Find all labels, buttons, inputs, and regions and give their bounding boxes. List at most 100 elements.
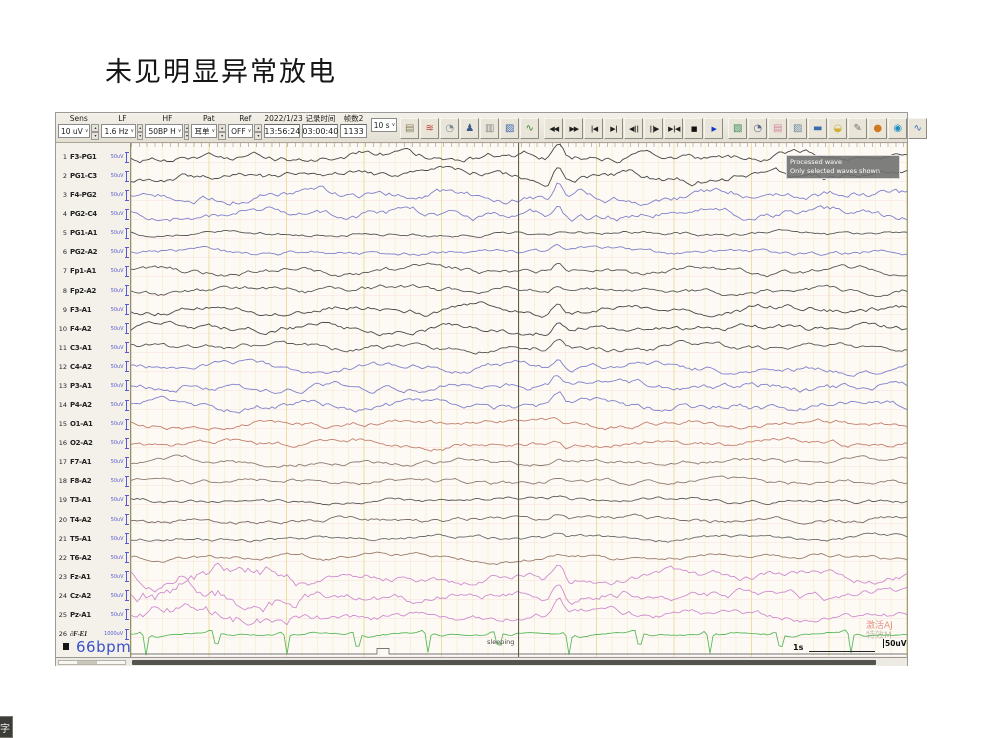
spinner-up-icon[interactable]: ▴ (184, 124, 190, 132)
brain-topo-icon[interactable]: ◉ (888, 118, 908, 139)
channel-row-T6-A2[interactable]: 22 T6-A2 50uV (56, 548, 131, 567)
signal-setup-icon[interactable]: ≋ (420, 118, 440, 139)
stop-button[interactable]: ■ (684, 118, 704, 139)
scrollbar-thumb[interactable] (132, 660, 876, 665)
patient-icon[interactable]: ♟ (460, 118, 480, 139)
channel-row-∂F-E1[interactable]: 26 ∂F-E1 1000uV (56, 625, 131, 644)
channel-row-O1-A1[interactable]: 15 O1-A1 50uV (56, 415, 131, 434)
snapshot-icon[interactable]: ▨ (500, 118, 520, 139)
ref-label: Ref (239, 114, 252, 123)
channel-row-Fz-A1[interactable]: 23 Fz-A1 50uV (56, 567, 131, 586)
trace-T6-A2 (131, 551, 907, 566)
pat-select[interactable]: 耳单 ∨ (191, 124, 218, 138)
sens-select[interactable]: 10 uV ∨ (58, 124, 91, 138)
channel-scale: 50uV (110, 249, 124, 256)
pat-stepper[interactable]: ▴ ▾ (218, 124, 227, 140)
wave-analysis-icon[interactable]: ∿ (908, 118, 928, 139)
sphere-map-icon[interactable]: ● (868, 118, 888, 139)
play-button[interactable]: ▶ (704, 118, 724, 139)
center-cursor-button[interactable]: ▶∣◀ (664, 118, 684, 139)
spinner-down-icon[interactable]: ▾ (184, 132, 190, 140)
channel-row-T4-A2[interactable]: 20 T4-A2 50uV (56, 510, 131, 529)
spinner-down-icon[interactable]: ▾ (254, 132, 263, 140)
channel-row-T3-A1[interactable]: 19 T3-A1 50uV (56, 491, 131, 510)
channel-row-F8-A2[interactable]: 18 F8-A2 50uV (56, 472, 131, 491)
channel-number: 8 (62, 286, 67, 295)
channel-row-C3-A1[interactable]: 11 C3-A1 50uV (56, 338, 131, 357)
frame-value: 1133 (340, 124, 367, 138)
spinner-up-icon[interactable]: ▴ (218, 124, 227, 132)
trace-C3-A1 (131, 338, 907, 355)
channel-row-PG1-A1[interactable]: 5 PG1-A1 50uV (56, 224, 131, 243)
montage-globe-icon[interactable]: ◔ (440, 118, 460, 139)
channel-row-C4-A2[interactable]: 12 C4-A2 50uV (56, 357, 131, 376)
channel-row-O2-A2[interactable]: 16 O2-A2 50uV (56, 434, 131, 453)
channel-label: PG1-C3 (70, 172, 97, 181)
ref-stepper[interactable]: ▴ ▾ (254, 124, 263, 140)
channel-scale: 50uV (110, 364, 124, 370)
channel-row-F7-A1[interactable]: 17 F7-A1 50uV (56, 453, 131, 472)
calibration-bar-icon (125, 265, 129, 277)
trace-F4-A2 (131, 320, 907, 337)
mini-chart-icon[interactable]: ▨ (788, 118, 808, 139)
go-end-button[interactable]: ▶∣ (604, 118, 624, 139)
print-icon[interactable]: ▥ (480, 118, 500, 139)
channel-row-T5-A1[interactable]: 21 T5-A1 50uV (56, 529, 131, 548)
mini-scroll-track[interactable] (58, 660, 126, 665)
lf-stepper[interactable]: ▴ ▾ (137, 124, 144, 140)
fast-forward-button[interactable]: ▶▶ (564, 118, 584, 139)
channel-row-P4-A2[interactable]: 14 P4-A2 50uV (56, 396, 131, 415)
spinner-up-icon[interactable]: ▴ (254, 124, 263, 132)
calibration-bar-icon (125, 571, 129, 583)
calibration-bar-icon (125, 514, 129, 526)
spinner-up-icon[interactable]: ▴ (91, 124, 100, 132)
channel-row-PG2-A2[interactable]: 6 PG2-A2 50uV (56, 243, 131, 262)
trace-area[interactable]: Processed wave Only selected waves shown… (131, 143, 907, 657)
mini-scroll-thumb[interactable] (77, 661, 97, 664)
hf-stepper[interactable]: ▴ ▾ (184, 124, 190, 140)
channel-row-F3-PG1[interactable]: 1 F3-PG1 50uV (56, 148, 131, 167)
chevron-down-icon: ∨ (177, 128, 182, 134)
channel-row-PG2-C4[interactable]: 4 PG2-C4 50uV (56, 205, 131, 224)
ruler-icon[interactable]: ▬ (808, 118, 828, 139)
spinner-up-icon[interactable]: ▴ (137, 124, 144, 132)
sens-stepper[interactable]: ▴ ▾ (91, 124, 100, 140)
channel-row-Pz-A1[interactable]: 25 Pz-A1 50uV (56, 605, 131, 624)
channel-row-PG1-C3[interactable]: 2 PG1-C3 50uV (56, 167, 131, 186)
spinner-down-icon[interactable]: ▾ (218, 132, 227, 140)
zoom-wave-icon[interactable]: ◔ (748, 118, 768, 139)
channel-scale: 50uV (110, 574, 124, 580)
event-folder-icon[interactable]: ◒ (828, 118, 848, 139)
hf-select[interactable]: 50BP H ∨ (145, 124, 184, 138)
channel-row-P3-A1[interactable]: 13 P3-A1 50uV (56, 376, 131, 395)
trend-chart-icon[interactable]: ∿ (520, 118, 540, 139)
hf-value: 50BP H (148, 126, 176, 136)
open-file-icon[interactable]: ▤ (400, 118, 420, 139)
go-start-button[interactable]: ∣◀ (584, 118, 604, 139)
channel-row-Fp2-A2[interactable]: 8 Fp2-A2 50uV (56, 281, 131, 300)
step-forward-button[interactable]: ∣∣▶ (644, 118, 664, 139)
channel-row-F3-A1[interactable]: 9 F3-A1 50uV (56, 300, 131, 319)
epoch-select[interactable]: 10 s ∨ (370, 118, 398, 132)
trace-PG2-A2 (131, 243, 907, 256)
channel-number: 2 (62, 172, 67, 181)
report-pen-icon[interactable]: ✎ (848, 118, 868, 139)
calibration-bar-icon (125, 418, 129, 430)
spinner-down-icon[interactable]: ▾ (137, 132, 144, 140)
annotate-wave-icon[interactable]: ▤ (768, 118, 788, 139)
horizontal-scrollbar[interactable] (56, 657, 907, 666)
rewind-button[interactable]: ◀◀ (544, 118, 564, 139)
channel-row-Cz-A2[interactable]: 24 Cz-A2 50uV (56, 586, 131, 605)
lf-select[interactable]: 1.6 Hz ∨ (101, 124, 137, 138)
ref-select[interactable]: OFF ∨ (228, 124, 254, 138)
channel-label: F3-A1 (70, 305, 92, 314)
channel-scale: 50uV (110, 593, 124, 599)
spectrum-chart-icon[interactable]: ▧ (728, 118, 748, 139)
time-cursor[interactable] (518, 143, 519, 657)
channel-row-F4-A2[interactable]: 10 F4-A2 50uV (56, 319, 131, 338)
channel-row-F4-PG2[interactable]: 3 F4-PG2 50uV (56, 186, 131, 205)
trace-P4-A2 (131, 391, 907, 414)
channel-row-Fp1-A1[interactable]: 7 Fp1-A1 50uV (56, 262, 131, 281)
step-back-button[interactable]: ◀∣∣ (624, 118, 644, 139)
spinner-down-icon[interactable]: ▾ (91, 132, 100, 140)
